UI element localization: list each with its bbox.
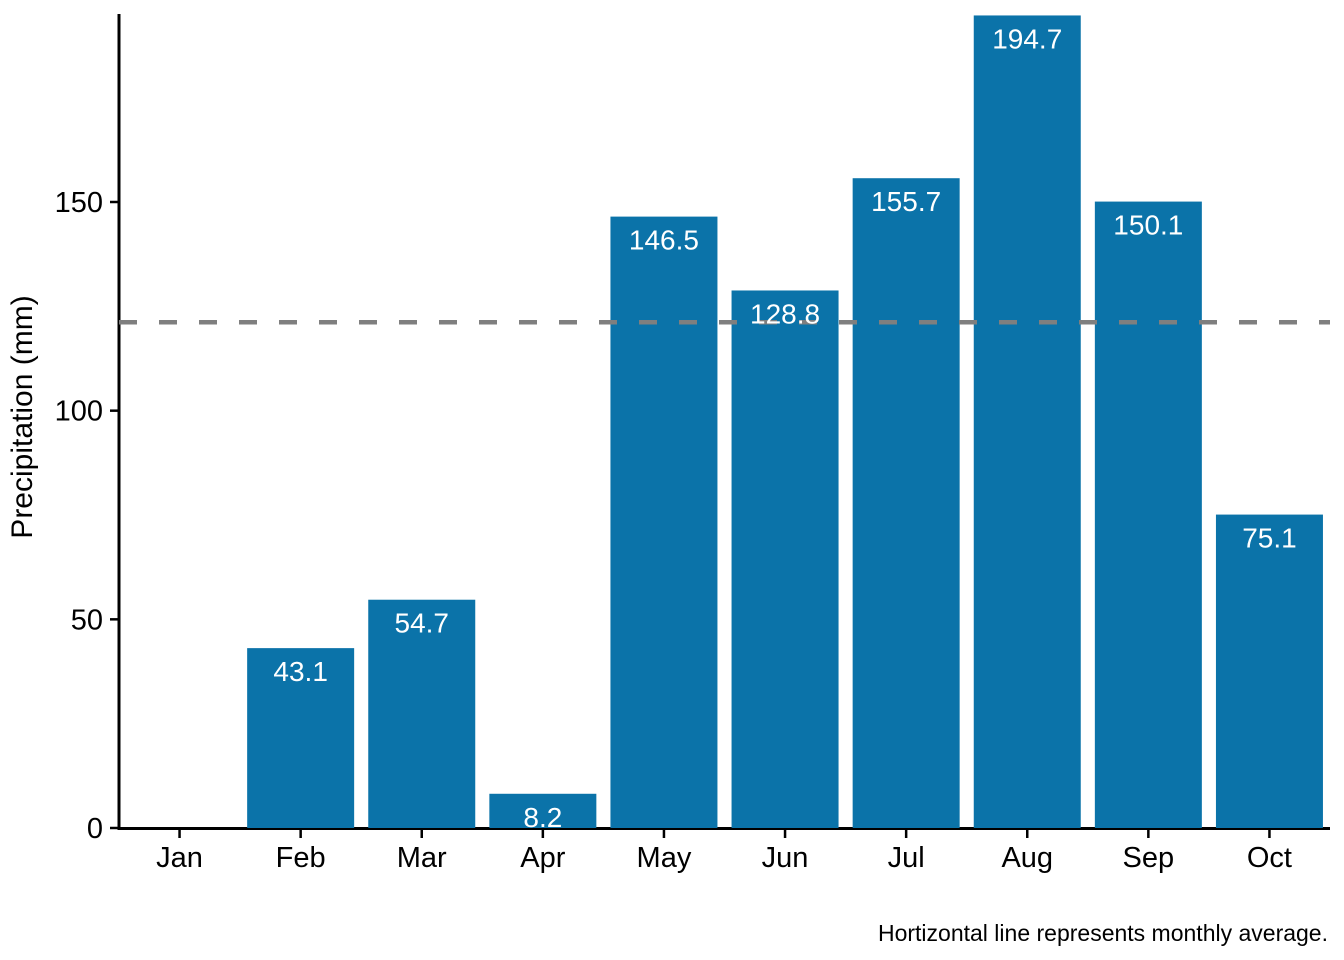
bar-label-jul: 155.7 [871,186,941,217]
chart-caption: Hortizontal line represents monthly aver… [878,920,1328,946]
x-tick-label-mar: Mar [397,842,447,874]
x-tick-label-sep: Sep [1123,842,1175,874]
x-tick-label-may: May [637,842,692,874]
bar-oct [1215,514,1323,828]
bar-mar [368,599,476,828]
x-tick-label-jul: Jul [888,842,925,874]
bar-labels: 43.1 54.7 8.2 146.5 128.8 155.7 194.7 150.1 75.1 [273,23,1296,832]
bar-label-jun: 128.8 [750,298,820,329]
bar-feb [247,648,355,828]
axes: 0 50 100 150 Jan Feb Mar Apr May Jun Jul Aug Sep Oct [55,14,1330,874]
x-tick-label-feb: Feb [276,842,326,874]
bar-label-may: 146.5 [629,225,699,256]
y-tick-label-100: 100 [55,396,103,428]
y-tick-label-150: 150 [55,187,103,219]
bar-jun [731,290,839,828]
bar-label-apr: 8.2 [523,802,562,833]
bar-jul [852,178,960,828]
x-tick-label-jan: Jan [156,842,203,874]
bar-label-sep: 150.1 [1113,210,1183,241]
bar-label-mar: 54.7 [395,608,450,639]
bar-apr [489,793,597,828]
bar-sep [1094,201,1202,829]
y-tick-label-50: 50 [71,604,103,636]
x-tick-label-aug: Aug [1001,842,1053,874]
bar-aug [973,15,1081,828]
bar-label-aug: 194.7 [992,23,1062,54]
bar-label-oct: 75.1 [1242,523,1297,554]
bar-may [610,216,718,828]
x-tick-label-apr: Apr [520,842,565,874]
x-tick-label-oct: Oct [1247,842,1292,874]
x-tick-label-jun: Jun [762,842,809,874]
y-axis-title: Precipitation (mm) [6,295,39,538]
y-tick-label-0: 0 [87,813,103,845]
bar-label-feb: 43.1 [273,656,328,687]
bars [247,15,1323,829]
